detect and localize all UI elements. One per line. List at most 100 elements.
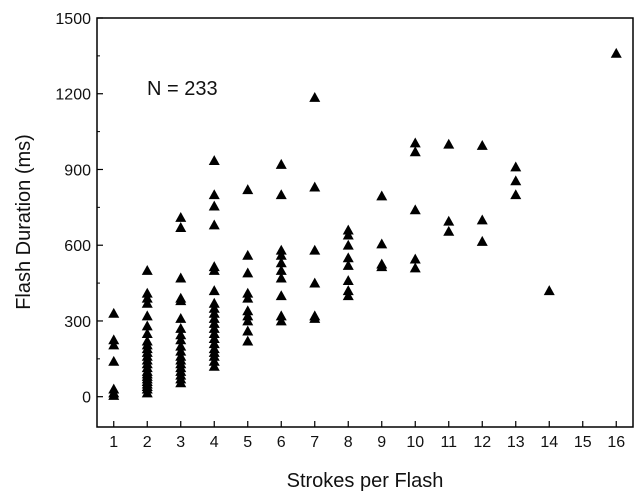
x-tick-label: 16 [607, 434, 625, 451]
data-point [208, 338, 220, 349]
y-axis-title: Flash Duration (ms) [13, 134, 35, 310]
data-point [208, 333, 220, 344]
data-points [108, 47, 622, 400]
annotation-n: N = 233 [147, 78, 218, 100]
data-point [309, 312, 321, 323]
data-point [175, 345, 187, 356]
data-point [208, 350, 220, 361]
data-point [342, 252, 354, 263]
data-point [141, 328, 153, 338]
plot-frame [96, 17, 634, 428]
data-point [275, 310, 287, 321]
data-point [175, 272, 187, 283]
x-tick-label: 1 [109, 434, 118, 451]
data-point [141, 287, 153, 298]
data-point [409, 146, 421, 157]
data-point [175, 329, 187, 340]
data-point [208, 219, 220, 230]
data-point [242, 310, 254, 321]
data-point [309, 92, 321, 102]
data-point [275, 290, 287, 301]
data-point [409, 204, 421, 215]
x-tick-label: 14 [540, 434, 558, 451]
data-point [108, 339, 120, 350]
data-point [275, 189, 287, 200]
x-tick-label: 15 [574, 434, 592, 451]
y-tick-label: 1200 [55, 87, 91, 104]
data-point [309, 277, 321, 288]
data-point [443, 225, 455, 236]
data-point [275, 264, 287, 275]
data-point [309, 244, 321, 255]
data-point [208, 302, 220, 313]
data-point [510, 161, 522, 172]
data-point [275, 158, 287, 169]
data-point [409, 137, 421, 148]
data-point [141, 297, 153, 308]
data-point [208, 264, 220, 275]
data-point [208, 155, 220, 166]
data-point [108, 334, 120, 345]
data-point [242, 315, 254, 326]
data-point [208, 328, 220, 338]
data-point [242, 267, 254, 278]
data-point [242, 292, 254, 303]
x-tick-label: 11 [440, 434, 457, 451]
x-tick-label: 4 [210, 434, 219, 451]
data-point [242, 287, 254, 298]
data-point [141, 292, 153, 303]
data-point [208, 317, 220, 328]
data-point [342, 259, 354, 270]
data-point [376, 261, 388, 272]
data-point [443, 215, 455, 226]
data-point [275, 272, 287, 283]
data-point [175, 222, 187, 232]
data-point [208, 355, 220, 366]
x-tick-label: 3 [176, 434, 185, 451]
data-point [242, 305, 254, 316]
data-point [610, 47, 622, 58]
data-point [175, 334, 187, 345]
data-point [175, 340, 187, 351]
x-axis-title: Strokes per Flash [287, 470, 444, 492]
data-point [275, 315, 287, 326]
data-point [242, 184, 254, 195]
data-point [342, 285, 354, 296]
data-point [543, 285, 555, 296]
data-point [409, 253, 421, 264]
data-point [175, 211, 187, 222]
data-point [275, 244, 287, 255]
data-point [141, 387, 153, 398]
x-tick-label: 9 [377, 434, 386, 451]
x-tick-label: 12 [473, 434, 491, 451]
x-tick-label: 5 [243, 434, 252, 451]
data-point [242, 325, 254, 336]
x-axis: 1 2 3 4 5 6 7 8 9 10 11 12 13 14 15 16 [109, 421, 625, 451]
data-point [309, 181, 321, 192]
data-point [376, 190, 388, 201]
data-point [275, 249, 287, 260]
data-point [242, 335, 254, 346]
data-point [208, 323, 220, 333]
data-point [342, 239, 354, 250]
x-tick-label: 13 [507, 434, 525, 451]
data-point [141, 264, 153, 275]
data-point [208, 312, 220, 323]
data-point [476, 235, 488, 246]
data-point [443, 138, 455, 149]
x-tick-label: 8 [344, 434, 353, 451]
x-tick-label: 6 [277, 434, 286, 451]
data-point [208, 189, 220, 200]
data-point [141, 320, 153, 331]
data-point [175, 377, 187, 388]
data-point [108, 389, 120, 400]
data-point [175, 323, 187, 333]
x-tick-label: 2 [143, 434, 152, 451]
data-point [510, 175, 522, 186]
data-point [242, 249, 254, 260]
data-point [208, 360, 220, 371]
y-tick-label: 300 [64, 314, 91, 331]
y-tick-label: 900 [64, 162, 91, 179]
data-point [342, 224, 354, 235]
data-point [342, 290, 354, 301]
